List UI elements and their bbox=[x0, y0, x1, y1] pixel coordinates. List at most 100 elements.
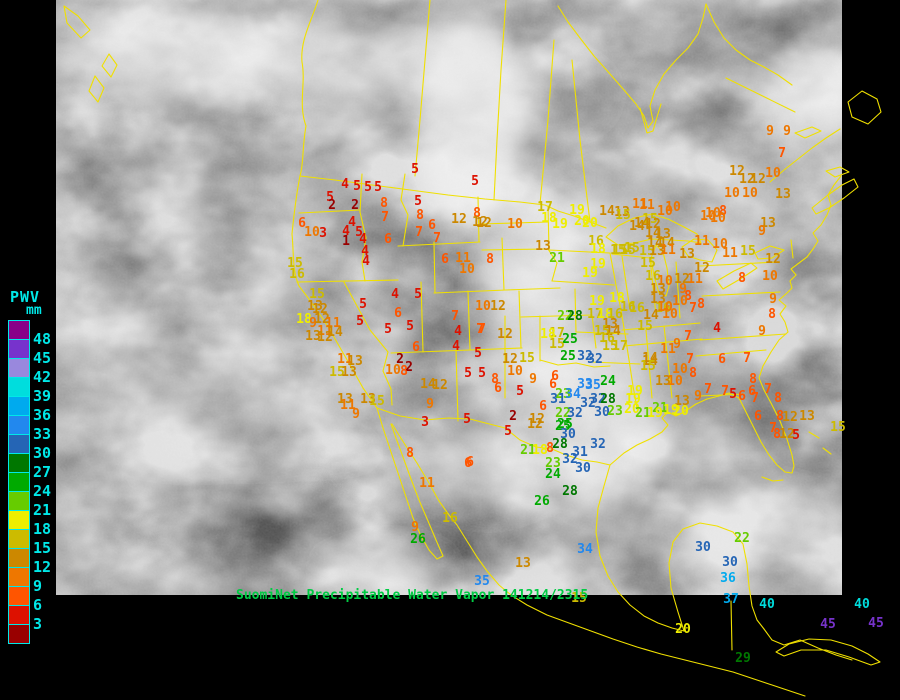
station-pwv-value: 13 bbox=[674, 394, 690, 409]
station-pwv-value: 12 bbox=[472, 215, 488, 230]
station-pwv-value: 19 bbox=[627, 384, 643, 399]
station-pwv-value: 17 bbox=[537, 200, 553, 215]
station-pwv-value: 7 bbox=[778, 146, 786, 161]
station-pwv-value: 12 bbox=[674, 272, 690, 287]
legend-tick-label: 3 bbox=[33, 615, 43, 633]
station-pwv-value: 20 bbox=[675, 622, 691, 637]
legend-swatch bbox=[8, 396, 30, 416]
station-pwv-value: 13 bbox=[337, 392, 353, 407]
station-pwv-value: 12 bbox=[645, 217, 661, 232]
legend-tick-label: 48 bbox=[33, 330, 52, 348]
legend-tick-label: 39 bbox=[33, 387, 52, 405]
station-pwv-value: 4 bbox=[454, 324, 462, 339]
legend-swatch bbox=[8, 567, 30, 587]
station-pwv-value: 12 bbox=[476, 216, 492, 231]
hudson-bay bbox=[557, 3, 707, 129]
station-pwv-value: 35 bbox=[585, 378, 601, 393]
station-pwv-value: 16 bbox=[599, 331, 615, 346]
station-pwv-value: 11 bbox=[660, 342, 676, 357]
station-pwv-value: 32 bbox=[580, 396, 596, 411]
station-pwv-value: 25 bbox=[560, 349, 576, 364]
legend-swatch bbox=[8, 605, 30, 625]
station-pwv-value: 6 bbox=[748, 384, 756, 399]
station-pwv-value: 30 bbox=[560, 427, 576, 442]
station-pwv-value: 13 bbox=[307, 299, 323, 314]
station-pwv-value: 32 bbox=[567, 406, 583, 421]
station-pwv-value: 16 bbox=[442, 511, 458, 526]
station-pwv-value: 13 bbox=[655, 374, 671, 389]
station-pwv-value: 19 bbox=[663, 403, 679, 418]
station-pwv-value: 6 bbox=[298, 216, 306, 231]
station-pwv-value: 11 bbox=[639, 198, 655, 213]
station-pwv-value: 5 bbox=[406, 319, 414, 334]
legend-tick-label: 30 bbox=[33, 444, 52, 462]
station-pwv-value: 14 bbox=[647, 236, 663, 251]
station-pwv-value: 10 bbox=[705, 206, 721, 221]
legend-tick-label: 15 bbox=[33, 539, 52, 557]
station-pwv-value: 7 bbox=[476, 322, 484, 337]
station-pwv-value: 6 bbox=[441, 252, 449, 267]
station-pwv-value: 15 bbox=[549, 337, 565, 352]
station-pwv-value: 12 bbox=[782, 410, 798, 425]
station-pwv-value: 23 bbox=[607, 404, 623, 419]
station-pwv-value: 6 bbox=[754, 409, 762, 424]
station-pwv-value: 16 bbox=[289, 267, 305, 282]
station-pwv-value: 7 bbox=[451, 309, 459, 324]
legend-swatch bbox=[8, 358, 30, 378]
station-pwv-value: 6 bbox=[464, 456, 472, 471]
station-pwv-value: 16 bbox=[620, 300, 636, 315]
station-pwv-value: 18 bbox=[597, 307, 613, 322]
station-pwv-value: 15 bbox=[640, 359, 656, 374]
station-pwv-value: 15 bbox=[329, 365, 345, 380]
station-pwv-value: 29 bbox=[735, 651, 751, 666]
station-pwv-value: 15 bbox=[740, 244, 756, 259]
station-pwv-value: 9 bbox=[309, 316, 317, 331]
station-pwv-value: 40 bbox=[854, 597, 870, 612]
us-canada-border bbox=[299, 175, 607, 229]
station-pwv-value: 14 bbox=[642, 354, 658, 369]
station-pwv-value: 13 bbox=[360, 392, 376, 407]
station-pwv-value: 35 bbox=[474, 574, 490, 589]
station-pwv-value: 18 bbox=[590, 242, 606, 257]
lake-erie bbox=[716, 262, 758, 290]
station-pwv-value: 32 bbox=[590, 437, 606, 452]
station-pwv-value: 15 bbox=[830, 420, 846, 435]
legend-tick-label: 21 bbox=[33, 501, 52, 519]
station-pwv-value: 22 bbox=[555, 406, 571, 421]
station-pwv-value: 7 bbox=[478, 322, 486, 337]
station-pwv-value: 30 bbox=[575, 461, 591, 476]
station-pwv-value: 12 bbox=[779, 427, 795, 442]
station-pwv-value: 31 bbox=[572, 445, 588, 460]
station-pwv-value: 6 bbox=[384, 232, 392, 247]
station-pwv-value: 28 bbox=[567, 309, 583, 324]
station-pwv-value: 13 bbox=[515, 556, 531, 571]
station-pwv-value: 5 bbox=[414, 287, 422, 302]
station-pwv-value: 7 bbox=[433, 231, 441, 246]
station-pwv-value: 11 bbox=[419, 476, 435, 491]
station-pwv-value: 13 bbox=[650, 282, 666, 297]
station-pwv-value: 18 bbox=[609, 291, 625, 306]
station-pwv-value: 4 bbox=[348, 215, 356, 230]
station-pwv-value: 16 bbox=[607, 307, 623, 322]
station-pwv-value: 15 bbox=[369, 394, 385, 409]
station-pwv-value: 14 bbox=[645, 226, 661, 241]
station-pwv-value: 7 bbox=[721, 384, 729, 399]
station-pwv-value: 4 bbox=[361, 244, 369, 259]
station-pwv-value: 11 bbox=[455, 251, 471, 266]
station-pwv-value: 14 bbox=[642, 351, 658, 366]
lake-michigan bbox=[650, 244, 670, 297]
station-pwv-value: 5 bbox=[792, 428, 800, 443]
legend-swatch bbox=[8, 548, 30, 568]
station-pwv-value: 3 bbox=[319, 226, 327, 241]
station-pwv-value: 21 bbox=[520, 443, 536, 458]
station-pwv-value: 5 bbox=[384, 322, 392, 337]
station-pwv-value: 13 bbox=[760, 216, 776, 231]
station-pwv-value: 11 bbox=[317, 324, 333, 339]
station-pwv-value: 15 bbox=[594, 324, 610, 339]
station-pwv-value: 8 bbox=[719, 204, 727, 219]
station-pwv-value: 21 bbox=[635, 406, 651, 421]
station-pwv-value: 13 bbox=[305, 329, 321, 344]
station-pwv-value: 36 bbox=[720, 571, 736, 586]
station-pwv-value: 40 bbox=[759, 597, 775, 612]
